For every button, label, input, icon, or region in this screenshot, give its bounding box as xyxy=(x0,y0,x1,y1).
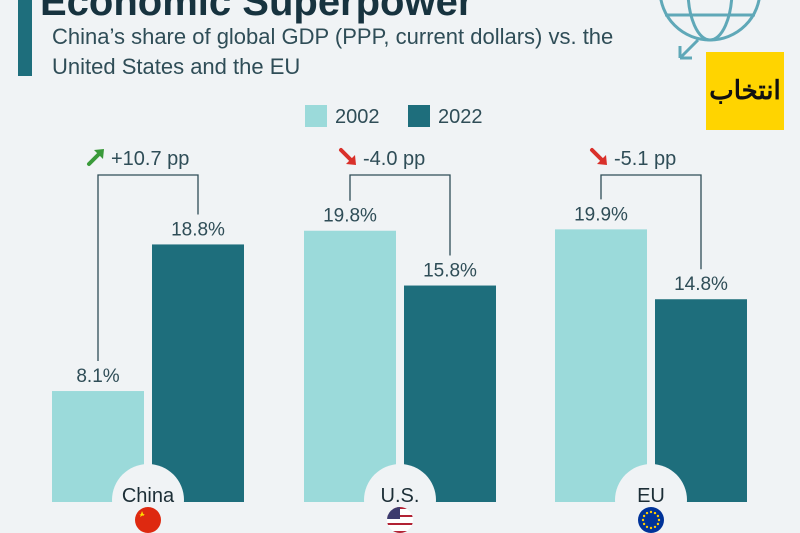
bar-group-china: +10.7 pp 8.1% 18.8% China xyxy=(52,148,244,533)
chart-subtitle: China’s share of global GDP (PPP, curren… xyxy=(52,24,614,79)
bar-us-2022 xyxy=(404,285,496,502)
bar-us-2002 xyxy=(304,230,396,503)
arrow-down-right-icon xyxy=(590,148,607,165)
bar-group-eu: -5.1 pp 19.9% 14.8% EU xyxy=(555,148,747,533)
value-label-us-2002: 19.8% xyxy=(323,206,377,227)
title-accent-bar xyxy=(18,0,32,76)
legend-label-2002: 2002 xyxy=(335,106,380,128)
change-label: +10.7 pp xyxy=(111,148,189,170)
arrow-up-right-icon xyxy=(87,149,104,166)
change-bracket xyxy=(97,174,199,362)
value-label-china-2002: 8.1% xyxy=(76,366,119,387)
china-flag-icon xyxy=(135,507,161,533)
category-label-us: U.S. xyxy=(381,485,420,507)
change-bracket xyxy=(349,174,451,256)
chart-legend: 2002 2022 xyxy=(305,105,483,128)
legend-swatch-2002 xyxy=(305,105,327,127)
category-bubble xyxy=(615,464,687,533)
category-label-eu: EU xyxy=(637,485,665,507)
category-bubble xyxy=(364,464,436,533)
value-label-eu-2002: 19.9% xyxy=(574,204,628,225)
legend-label-2022: 2022 xyxy=(438,106,483,128)
change-label: -4.0 pp xyxy=(363,148,425,170)
logo-text: انتخاب xyxy=(709,76,781,106)
category-bubble xyxy=(112,464,184,533)
us-flag-icon xyxy=(387,507,413,533)
category-label-china: China xyxy=(122,485,175,507)
publisher-logo: انتخاب xyxy=(706,52,784,130)
value-label-eu-2022: 14.8% xyxy=(674,274,728,295)
arrow-down-right-icon xyxy=(339,148,356,165)
value-label-china-2022: 18.8% xyxy=(171,219,225,240)
eu-flag-icon xyxy=(638,507,664,533)
bar-eu-2022 xyxy=(655,299,747,502)
legend-swatch-2022 xyxy=(408,105,430,127)
bar-eu-2002 xyxy=(555,229,647,502)
bar-china-2022 xyxy=(152,244,244,502)
globe-icon xyxy=(659,0,761,60)
change-label: -5.1 pp xyxy=(614,148,676,170)
bar-group-us: -4.0 pp 19.8% 15.8% U.S. xyxy=(304,148,496,533)
change-bracket xyxy=(600,174,702,270)
chart-headline: Economic Superpower xyxy=(40,0,474,24)
value-label-us-2022: 15.8% xyxy=(423,261,477,282)
